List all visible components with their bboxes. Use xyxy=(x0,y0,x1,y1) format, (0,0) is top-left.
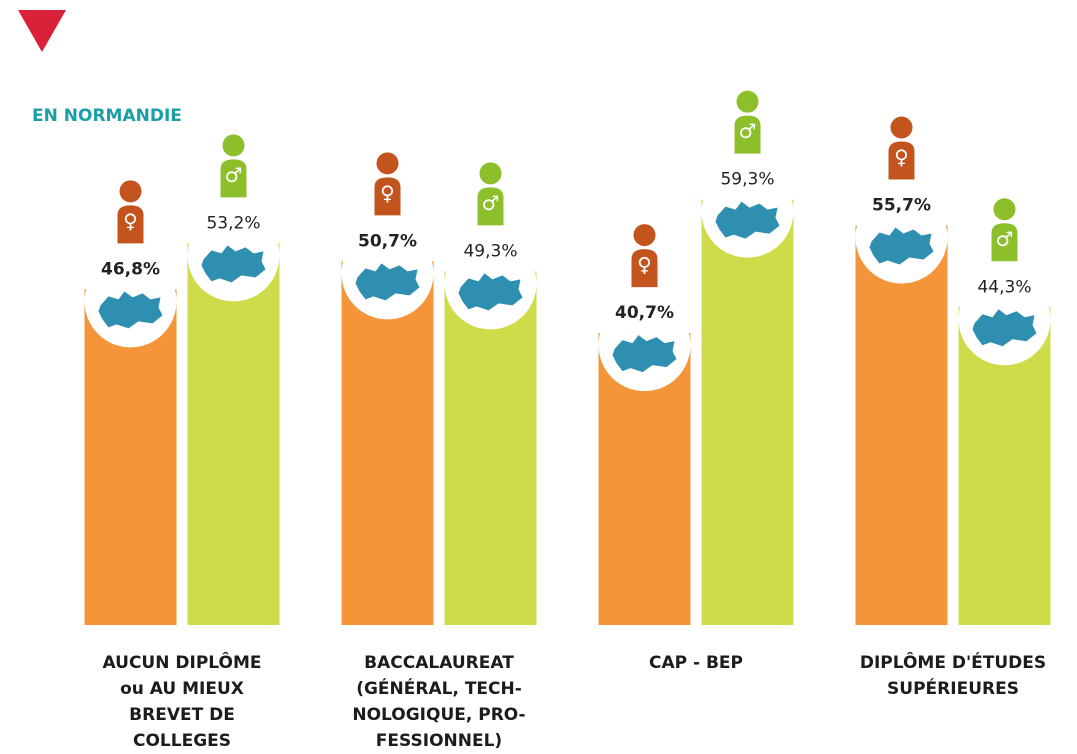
person-body xyxy=(477,187,504,226)
value-label: 40,7% xyxy=(615,303,674,323)
person-body xyxy=(888,141,915,180)
value-label: 44,3% xyxy=(977,277,1031,297)
person-symbol: ♀ xyxy=(894,145,909,169)
bar xyxy=(701,199,794,626)
person-symbol: ♀ xyxy=(380,181,395,205)
person-head xyxy=(376,152,399,175)
marker-triangle xyxy=(18,10,66,52)
bar xyxy=(187,243,280,625)
person-head xyxy=(633,224,656,247)
value-label: 46,8% xyxy=(101,259,160,279)
x-tick-label: DIPLÔME D'ÉTUDES SUPÉRIEURES xyxy=(859,653,1047,699)
person-body xyxy=(991,223,1018,262)
person-head xyxy=(890,116,913,139)
person-symbol: ♀ xyxy=(123,209,138,233)
region-map xyxy=(355,263,420,301)
bar xyxy=(855,225,948,625)
region-map xyxy=(98,291,163,329)
person-body xyxy=(374,177,401,216)
x-tick-label: AUCUN DIPLÔME ou AU MIEUX BREVET DE COLL… xyxy=(102,653,262,751)
region-map xyxy=(715,201,780,239)
person-symbol: ♂ xyxy=(996,227,1014,251)
value-label: 53,2% xyxy=(206,213,260,233)
person-body xyxy=(631,249,658,288)
region-map xyxy=(972,309,1037,347)
person-body xyxy=(734,115,761,154)
person-symbol: ♂ xyxy=(739,119,757,143)
region-map xyxy=(201,245,266,283)
person-head xyxy=(479,162,502,185)
person-symbol: ♂ xyxy=(225,163,243,187)
region-map xyxy=(458,273,523,311)
person-symbol: ♂ xyxy=(482,191,500,215)
bar xyxy=(341,261,434,625)
region-map xyxy=(869,227,934,265)
person-symbol: ♀ xyxy=(637,253,652,277)
x-tick-label: CAP - BEP xyxy=(648,653,743,673)
person-body xyxy=(220,159,247,198)
x-tick-label: BACCALAUREAT (GÉNÉRAL, TECH- NOLOGIQUE, … xyxy=(352,653,526,751)
person-head xyxy=(736,90,759,113)
person-body xyxy=(117,205,144,244)
person-head xyxy=(222,134,245,157)
value-label: 55,7% xyxy=(872,195,931,215)
bar xyxy=(444,271,537,625)
person-head xyxy=(993,198,1016,221)
person-head xyxy=(119,180,142,203)
chart-subtitle: EN NORMANDIE xyxy=(32,106,182,126)
value-label: 50,7% xyxy=(358,231,417,251)
region-map xyxy=(612,335,677,373)
value-label: 49,3% xyxy=(463,241,517,261)
value-label: 59,3% xyxy=(720,170,774,190)
